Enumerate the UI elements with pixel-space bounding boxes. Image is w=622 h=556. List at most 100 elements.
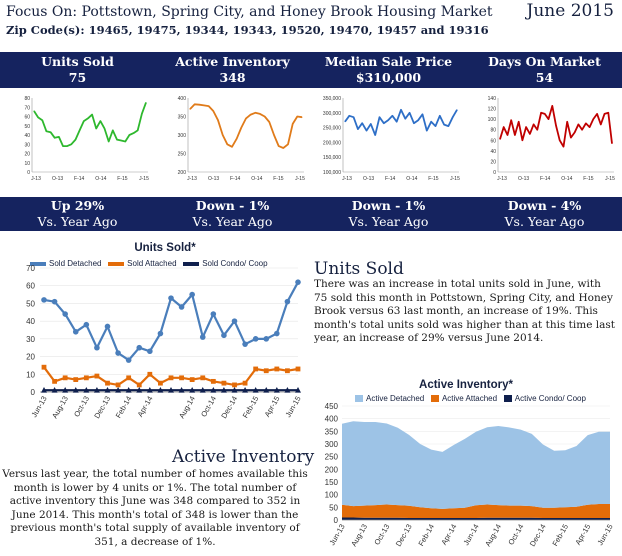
spark_median_price-y-tick-label: 350,000 <box>323 96 341 102</box>
spark_active_inventory-data-point <box>236 138 238 140</box>
spark_units_sold-data-point <box>83 120 85 122</box>
inventory-y-tick-label: 50 <box>329 503 338 512</box>
spark_median_price-data-point <box>452 116 454 118</box>
units-sold-detached-point <box>147 348 153 355</box>
spark_active_inventory-x-tick-label: F-14 <box>230 176 241 182</box>
spark_days_on_market-data-point <box>570 137 572 139</box>
units-sold-detached-point <box>94 344 100 351</box>
spark_median_price-x-tick-label: J-15 <box>450 176 460 182</box>
units-sold-attached-point <box>62 375 68 381</box>
units-x-tick-label: Feb-14 <box>114 395 134 420</box>
spark_days_on_market-data-point <box>506 134 508 136</box>
spark_units_sold-data-point <box>124 140 126 142</box>
units-y-tick-label: 50 <box>26 299 35 308</box>
spark_days_on_market-data-point <box>600 123 602 125</box>
spark_days_on_market-data-point <box>503 126 505 128</box>
units-sold-attached-point <box>179 375 184 381</box>
units-sold-condo-coop-point <box>41 387 47 393</box>
units-sold-detached-point <box>136 344 143 351</box>
units-sold-condo-coop-point <box>199 387 206 393</box>
spark_days_on_market-data-point <box>551 105 553 107</box>
units-sold-attached-point <box>285 368 290 374</box>
spark_median_price-x-tick-label: O-14 <box>406 176 417 182</box>
spark_median_price-data-point <box>439 115 441 117</box>
spark_active_inventory-data-point <box>278 145 280 147</box>
units-sold-detached-point <box>168 295 174 301</box>
units-sold-condo-coop-point <box>83 387 90 393</box>
spark_days_on_market-x-tick-label: F-15 <box>583 176 594 182</box>
spark_days_on_market-y-tick-label: 120 <box>488 107 497 113</box>
spark_active_inventory-data-point <box>217 119 219 121</box>
inventory-x-tick-label: Feb-15 <box>550 523 570 548</box>
spark_days_on_market-data-point <box>607 112 609 114</box>
spark_units_sold-data-point <box>74 139 76 141</box>
spark_units_sold-data-point <box>112 129 114 131</box>
spark_days_on_market-data-point <box>562 146 564 148</box>
units-sold-detached-point <box>51 298 58 305</box>
period-median-price: Vs. Year Ago <box>348 214 429 229</box>
spark_active_inventory-data-point <box>203 104 205 106</box>
inventory-y-tick-label: 150 <box>325 478 339 487</box>
units-sold-detached-point <box>199 334 206 340</box>
spark_median_price-x-tick-label: F-14 <box>385 176 396 182</box>
spark_days_on_market-data-point <box>577 123 579 125</box>
spark_active_inventory-data-point <box>212 110 214 112</box>
spark_days_on_market-y-tick-label: 100 <box>488 117 497 123</box>
metric-value-active-inventory: 348 <box>219 70 246 85</box>
units-sold-condo-coop-point <box>93 387 100 393</box>
inventory-y-tick-label: 400 <box>325 415 339 424</box>
spark_units_sold-x-tick-label: F-14 <box>74 176 85 182</box>
spark_units_sold-data-point <box>87 117 89 119</box>
units-sold-attached-point <box>52 378 57 384</box>
units-sold-detached-point <box>189 291 195 298</box>
spark_median_price-data-point <box>443 124 445 126</box>
units-sold-detached-point <box>252 336 259 342</box>
spark_days_on_market-y-tick-label: 60 <box>490 138 496 144</box>
spark_days_on_market-x-tick-label: O-14 <box>561 176 572 182</box>
spark_days_on_market-data-point <box>555 124 557 126</box>
units-x-tick-label: Oct-14 <box>199 395 218 419</box>
units-sold-attached-point <box>41 364 47 370</box>
spark_units_sold-data-point <box>99 120 101 122</box>
spark_units_sold-y-tick-label: 60 <box>24 115 30 121</box>
spark_units_sold-y-tick-label: 80 <box>24 96 30 102</box>
units-x-tick-label: Apr-14 <box>136 395 155 419</box>
spark_units_sold-x-tick-label: O-14 <box>95 176 106 182</box>
units-sold-condo-coop-point <box>51 387 58 393</box>
spark_units_sold-data-point <box>91 114 93 116</box>
spark_median_price-data-point <box>430 121 432 123</box>
units-sold-attached-point <box>73 377 79 382</box>
inventory-active-detached-area <box>342 421 610 509</box>
spark_days_on_market-data-point <box>533 123 535 125</box>
units-sold-attached-point <box>242 380 248 386</box>
spark_units_sold-x-tick-label: J-15 <box>139 176 149 182</box>
spark_active_inventory-x-tick-label: J-13 <box>187 176 197 182</box>
spark_active_inventory-data-point <box>264 116 266 117</box>
metric-label-active-inventory: Active Inventory <box>175 54 290 69</box>
spark_active_inventory-data-point <box>208 105 210 107</box>
spark_active_inventory-data-point <box>189 108 191 110</box>
units-sold-attached-point <box>221 380 227 386</box>
spark_units_sold-data-point <box>95 128 97 130</box>
units-sold-condo-coop-point <box>115 387 122 393</box>
units-sold-attached-point <box>274 366 280 372</box>
units-sold-condo-coop-point <box>136 387 143 393</box>
spark_median_price-data-point <box>391 115 393 117</box>
legend-item-active-condo: Active Condo/ Coop <box>503 394 586 403</box>
spark_days_on_market-y-tick-label: 20 <box>490 159 496 165</box>
units-y-tick-label: 10 <box>26 370 35 379</box>
period-active-inventory: Vs. Year Ago <box>192 214 273 229</box>
spark_active_inventory-x-tick-label: O-14 <box>251 176 262 182</box>
units-sold-condo-coop-point <box>178 387 185 393</box>
units-sold-condo-coop-point <box>125 387 132 393</box>
units-sold-attached-point <box>263 368 269 374</box>
legend-item-sold-condo: Sold Condo/ Coop <box>183 259 268 268</box>
spark_median_price-data-point <box>353 116 355 118</box>
spark_days_on_market-data-point <box>525 126 527 128</box>
units-sold-attached-point <box>94 373 100 379</box>
inventory-x-tick-label: Apr-15 <box>573 523 592 547</box>
units-sold-condo-coop-point <box>146 387 153 393</box>
units-sold-detached-point <box>125 357 132 363</box>
units-sold-attached-point <box>295 366 301 372</box>
units-sold-detached-point <box>231 318 238 324</box>
